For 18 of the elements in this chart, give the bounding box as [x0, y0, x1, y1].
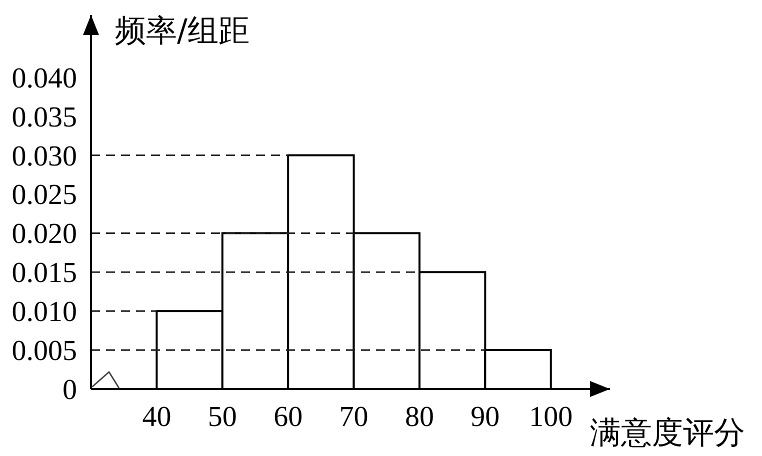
y-tick-label: 0.025 [12, 179, 77, 212]
y-tick-label: 0.015 [12, 257, 77, 290]
y-axis-title: 频率/组距 [115, 13, 250, 49]
y-tick-label: 0.030 [12, 140, 77, 172]
x-tick-label: 80 [404, 401, 434, 433]
x-axis-title: 满意度评分 [590, 415, 745, 451]
x-tick-label: 60 [274, 401, 303, 433]
y-tick-label: 0.040 [12, 62, 77, 94]
x-tick-label: 70 [339, 401, 368, 433]
y-tick-label: 0.020 [12, 218, 77, 250]
y-tick-label: 0.005 [12, 335, 77, 368]
y-tick-label: 0 [62, 374, 77, 406]
x-tick-label: 100 [529, 401, 573, 433]
y-tick-label: 0.035 [12, 101, 77, 134]
x-tick-label: 90 [470, 401, 500, 433]
y-tick-label: 0.010 [12, 296, 77, 328]
x-tick-label: 40 [142, 401, 172, 433]
x-tick-label: 50 [208, 401, 237, 433]
